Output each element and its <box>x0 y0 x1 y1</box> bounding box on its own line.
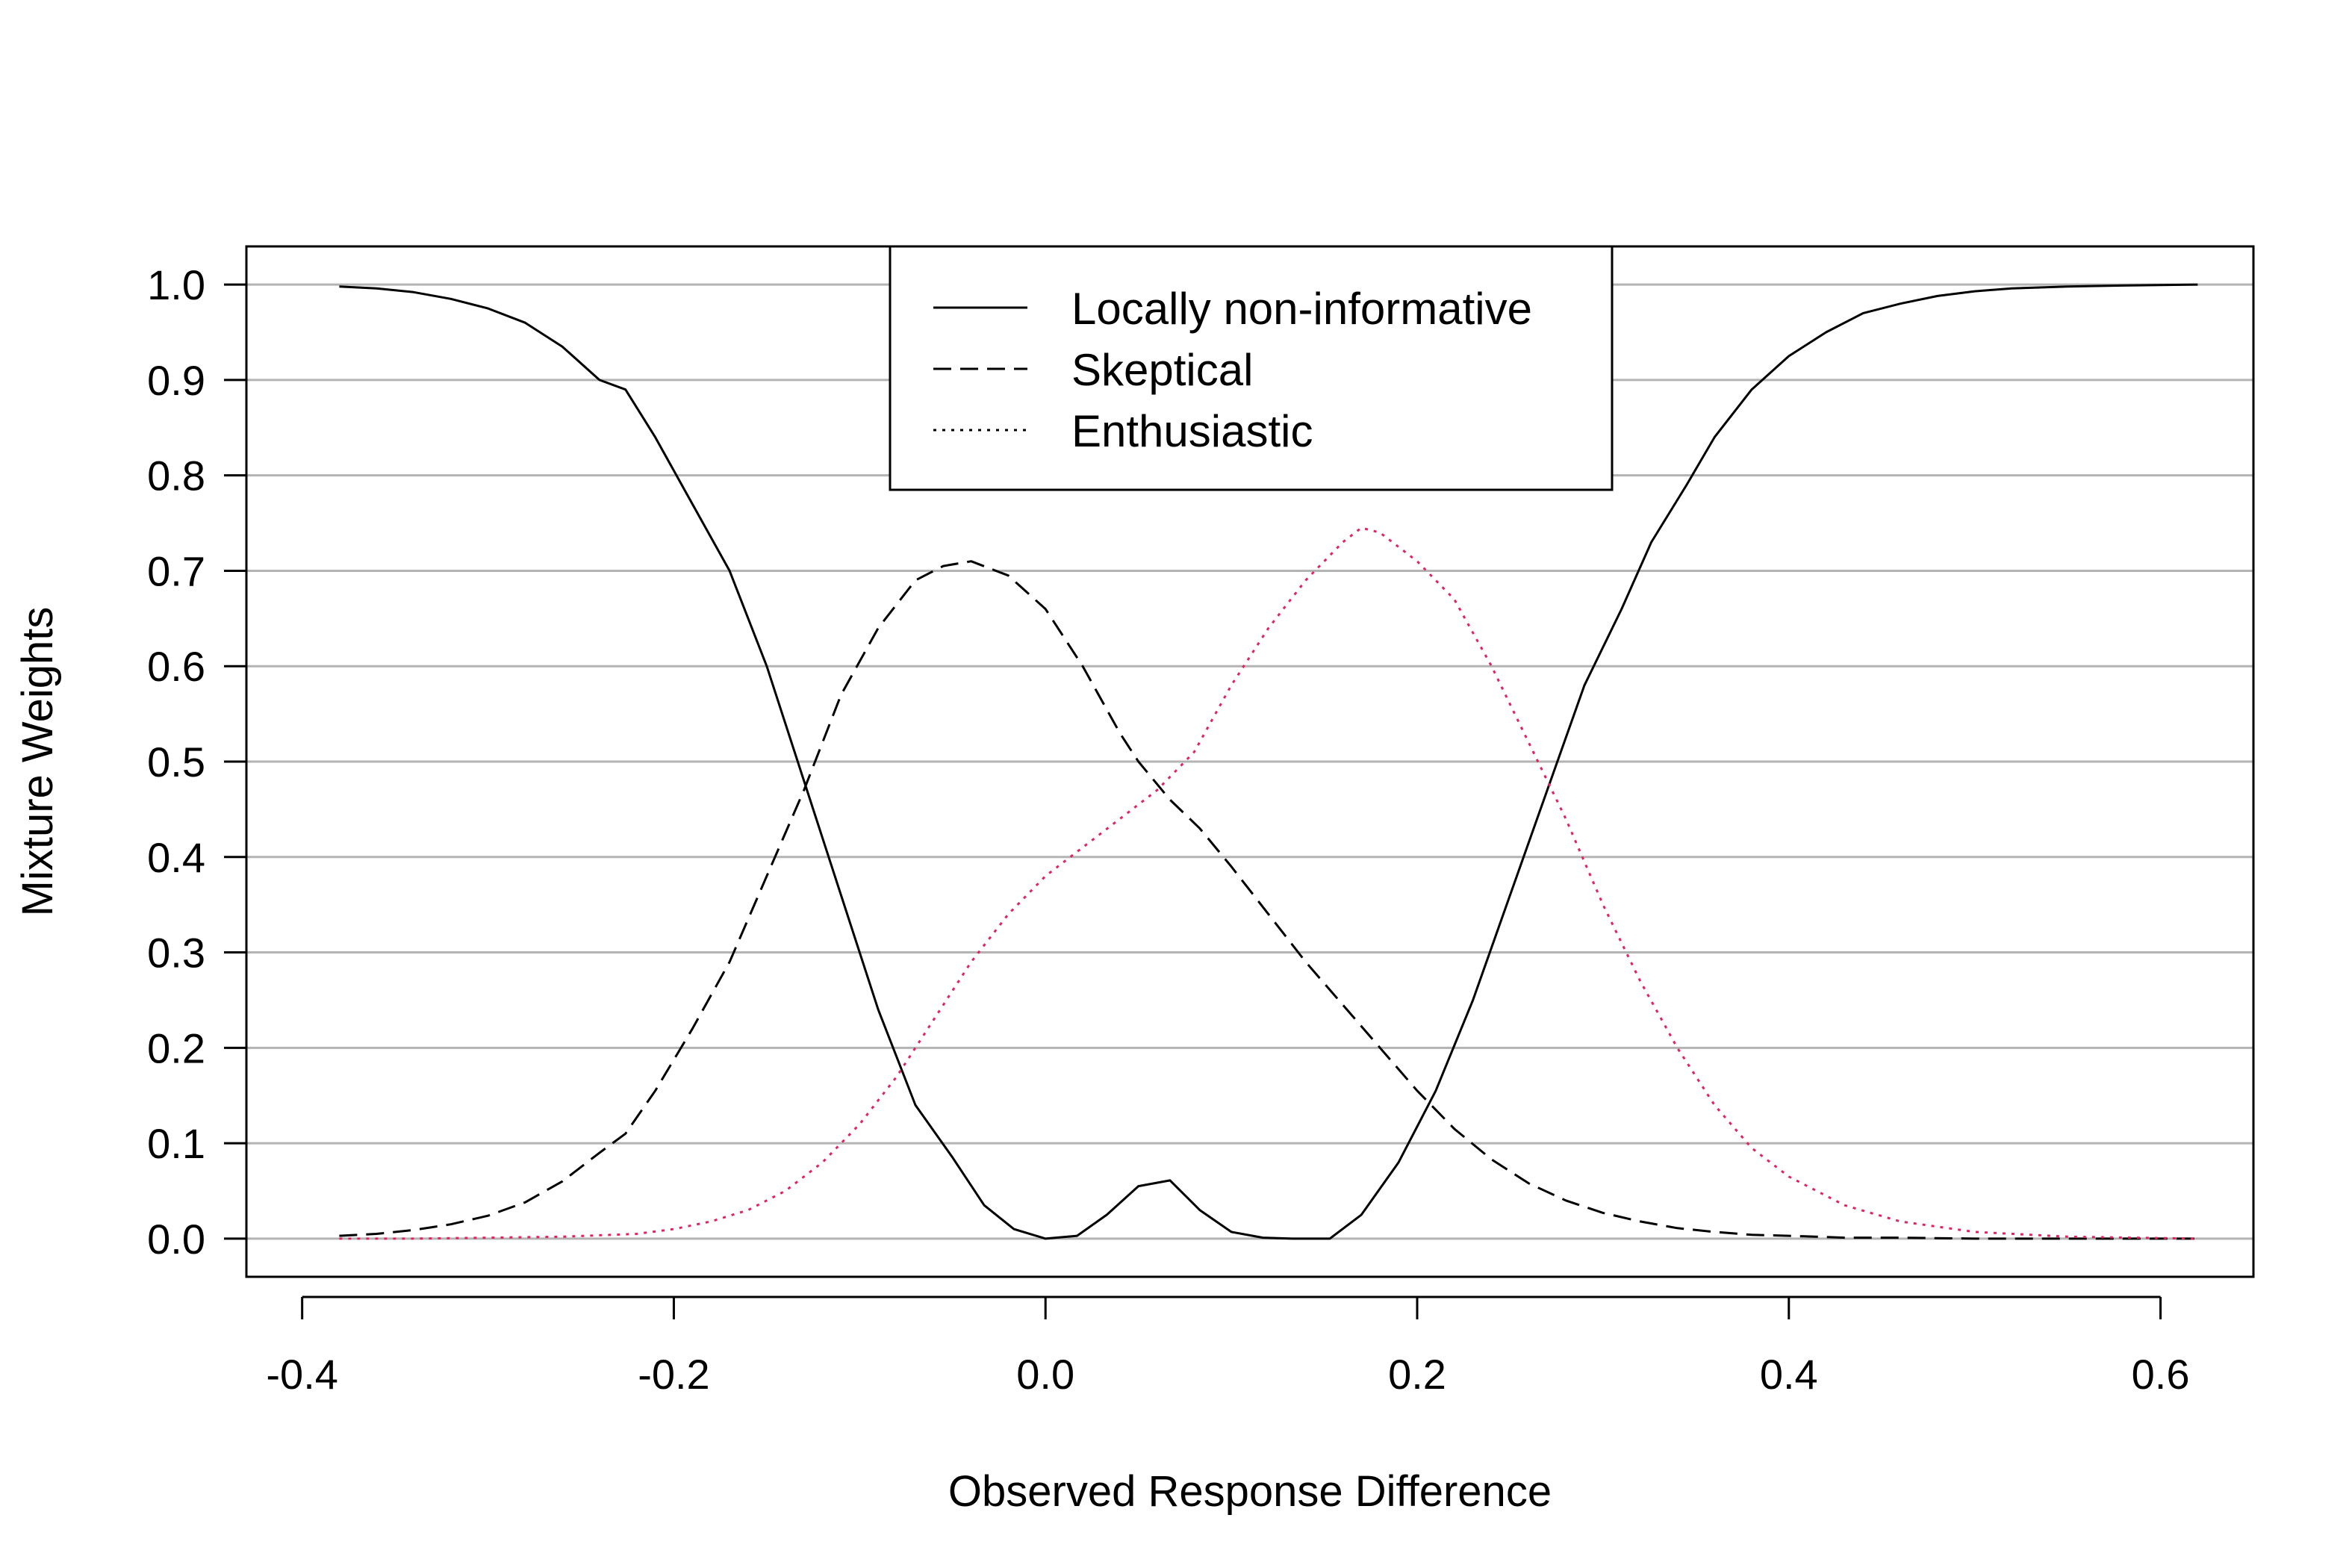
x-tick-label: 0.0 <box>1016 1351 1074 1398</box>
x-tick-label: 0.4 <box>1760 1351 1818 1398</box>
x-axis-title: Observed Response Difference <box>948 1467 1552 1516</box>
y-tick-label: 0.7 <box>147 547 205 594</box>
x-tick-label: -0.4 <box>266 1351 338 1398</box>
y-tick-label: 0.2 <box>147 1024 205 1071</box>
y-tick-label: 0.3 <box>147 930 205 977</box>
y-tick-label: 0.0 <box>147 1216 205 1263</box>
series-line-locally-non-informative <box>339 283 2198 1240</box>
legend-box <box>889 245 1614 491</box>
y-tick-label: 0.1 <box>147 1120 205 1167</box>
y-tick-label: 1.0 <box>147 261 205 308</box>
legend-label-skeptical: Skeptical <box>1071 345 1253 395</box>
series-line-skeptical <box>339 560 2198 1240</box>
y-tick-label: 0.9 <box>147 357 205 404</box>
x-axis: -0.4 -0.2 0.0 0.2 0.4 0.6 <box>266 1295 2190 1398</box>
x-tick-label: -0.2 <box>638 1351 710 1398</box>
y-tick-label: 0.5 <box>147 738 205 785</box>
series-lines <box>339 283 2198 1240</box>
legend: Locally non-informative Skeptical Enthus… <box>889 245 1614 491</box>
x-tick-label: 0.6 <box>2132 1351 2190 1398</box>
y-tick-label: 0.6 <box>147 643 205 690</box>
y-tick-label: 0.4 <box>147 834 205 881</box>
y-axis: 0.0 0.1 0.2 0.3 0.4 0.5 0.6 0.7 0.8 0.9 1.0 <box>147 261 246 1263</box>
x-tick-label: 0.2 <box>1388 1351 1446 1398</box>
y-axis-title: Mixture Weights <box>13 607 62 917</box>
legend-label-locally-non-informative: Locally non-informative <box>1071 284 1532 334</box>
series-line-enthusiastic <box>339 526 2198 1240</box>
legend-label-enthusiastic: Enthusiastic <box>1071 406 1313 456</box>
y-tick-label: 0.8 <box>147 452 205 500</box>
